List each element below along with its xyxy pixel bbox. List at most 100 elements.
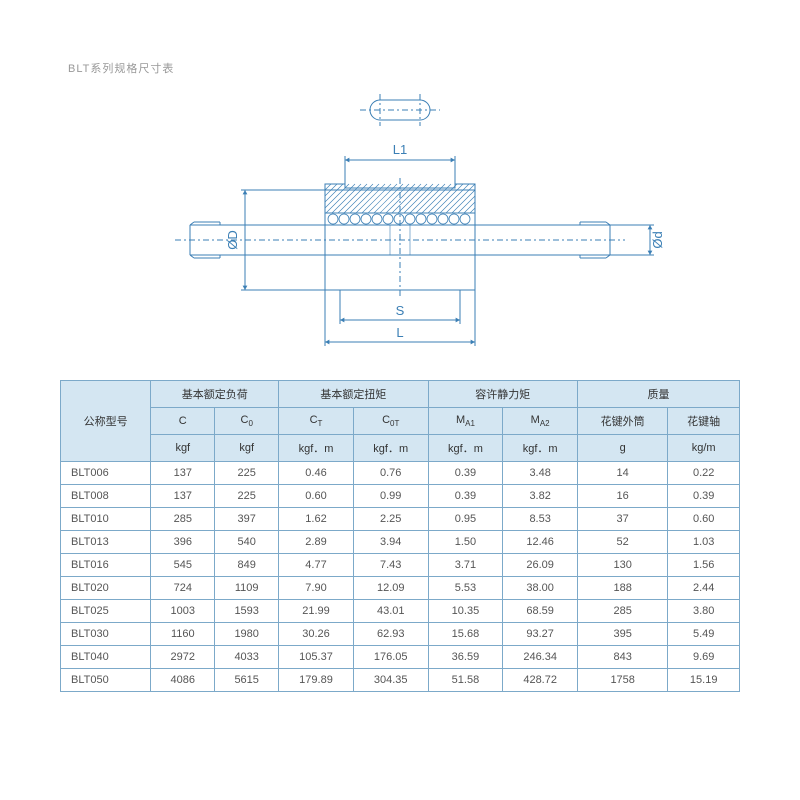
spec-table-container: 公称型号基本额定负荷基本额定扭矩容许静力矩质量 CC0CTC0TMA1MA2花键外…: [60, 380, 740, 692]
cell-value: 1109: [215, 577, 279, 600]
cell-value: 16: [578, 485, 668, 508]
cell-value: 3.94: [353, 531, 428, 554]
group-header: 基本额定负荷: [151, 381, 279, 408]
col-sub-header: MA2: [503, 408, 578, 435]
cell-model: BLT040: [61, 646, 151, 669]
col-unit-header: kgf: [151, 435, 215, 462]
cell-value: 5.49: [668, 623, 740, 646]
group-header: 容许静力矩: [428, 381, 577, 408]
cell-value: 0.22: [668, 462, 740, 485]
cell-value: 1.03: [668, 531, 740, 554]
group-header: 质量: [578, 381, 740, 408]
cell-value: 4033: [215, 646, 279, 669]
cell-value: 225: [215, 485, 279, 508]
cell-value: 52: [578, 531, 668, 554]
cell-model: BLT030: [61, 623, 151, 646]
col-model-header: 公称型号: [61, 381, 151, 462]
cell-value: 1980: [215, 623, 279, 646]
cell-model: BLT020: [61, 577, 151, 600]
cell-value: 3.80: [668, 600, 740, 623]
spec-table: 公称型号基本额定负荷基本额定扭矩容许静力矩质量 CC0CTC0TMA1MA2花键外…: [60, 380, 740, 692]
cell-value: 9.69: [668, 646, 740, 669]
cell-value: 51.58: [428, 669, 503, 692]
cell-value: 5.53: [428, 577, 503, 600]
cell-value: 176.05: [353, 646, 428, 669]
cell-value: 2.25: [353, 508, 428, 531]
cell-value: 0.39: [668, 485, 740, 508]
svg-text:S: S: [396, 303, 405, 318]
cell-value: 1.56: [668, 554, 740, 577]
col-sub-header: C0T: [353, 408, 428, 435]
cell-value: 130: [578, 554, 668, 577]
col-sub-header: C: [151, 408, 215, 435]
cell-value: 0.95: [428, 508, 503, 531]
table-row: BLT0301160198030.2662.9315.6893.273955.4…: [61, 623, 740, 646]
cell-value: 246.34: [503, 646, 578, 669]
table-row: BLT0165458494.777.433.7126.091301.56: [61, 554, 740, 577]
cell-value: 395: [578, 623, 668, 646]
cell-value: 105.37: [279, 646, 354, 669]
cell-value: 4086: [151, 669, 215, 692]
cell-value: 849: [215, 554, 279, 577]
col-sub-header: 花键外筒: [578, 408, 668, 435]
cell-value: 545: [151, 554, 215, 577]
cell-value: 12.46: [503, 531, 578, 554]
cell-model: BLT008: [61, 485, 151, 508]
cell-value: 843: [578, 646, 668, 669]
cell-value: 428.72: [503, 669, 578, 692]
svg-text:L: L: [396, 325, 403, 340]
cell-model: BLT006: [61, 462, 151, 485]
cell-value: 0.76: [353, 462, 428, 485]
cell-value: 2.89: [279, 531, 354, 554]
col-sub-header: 花键轴: [668, 408, 740, 435]
cell-value: 225: [215, 462, 279, 485]
cell-value: 3.48: [503, 462, 578, 485]
cell-value: 0.60: [668, 508, 740, 531]
svg-text:L1: L1: [393, 142, 407, 157]
cell-value: 0.39: [428, 485, 503, 508]
cell-value: 2972: [151, 646, 215, 669]
col-sub-header: CT: [279, 408, 354, 435]
cell-value: 0.99: [353, 485, 428, 508]
cell-value: 397: [215, 508, 279, 531]
cell-value: 540: [215, 531, 279, 554]
svg-text:ØD: ØD: [225, 230, 240, 250]
cell-value: 10.35: [428, 600, 503, 623]
cell-value: 179.89: [279, 669, 354, 692]
cell-value: 15.19: [668, 669, 740, 692]
cell-value: 5615: [215, 669, 279, 692]
cell-value: 14: [578, 462, 668, 485]
cell-value: 21.99: [279, 600, 354, 623]
cell-value: 0.39: [428, 462, 503, 485]
table-row: BLT0251003159321.9943.0110.3568.592853.8…: [61, 600, 740, 623]
cell-model: BLT050: [61, 669, 151, 692]
cell-value: 1.62: [279, 508, 354, 531]
svg-text:Ød: Ød: [650, 231, 665, 248]
table-row: BLT05040865615179.89304.3551.58428.72175…: [61, 669, 740, 692]
cell-value: 4.77: [279, 554, 354, 577]
cell-value: 26.09: [503, 554, 578, 577]
cell-value: 1003: [151, 600, 215, 623]
col-sub-header: MA1: [428, 408, 503, 435]
group-header: 基本额定扭矩: [279, 381, 428, 408]
cell-value: 7.90: [279, 577, 354, 600]
col-unit-header: kgf．m: [353, 435, 428, 462]
cell-value: 15.68: [428, 623, 503, 646]
col-unit-header: kgf: [215, 435, 279, 462]
col-sub-header: C0: [215, 408, 279, 435]
cell-value: 285: [578, 600, 668, 623]
cell-value: 43.01: [353, 600, 428, 623]
cell-value: 62.93: [353, 623, 428, 646]
page-title: BLT系列规格尺寸表: [68, 60, 174, 76]
cell-value: 1758: [578, 669, 668, 692]
col-unit-header: kg/m: [668, 435, 740, 462]
cell-model: BLT010: [61, 508, 151, 531]
cell-value: 93.27: [503, 623, 578, 646]
cell-value: 38.00: [503, 577, 578, 600]
cell-value: 724: [151, 577, 215, 600]
cell-value: 188: [578, 577, 668, 600]
table-row: BLT0081372250.600.990.393.82160.39: [61, 485, 740, 508]
cell-value: 0.60: [279, 485, 354, 508]
cell-value: 137: [151, 462, 215, 485]
cell-value: 3.82: [503, 485, 578, 508]
